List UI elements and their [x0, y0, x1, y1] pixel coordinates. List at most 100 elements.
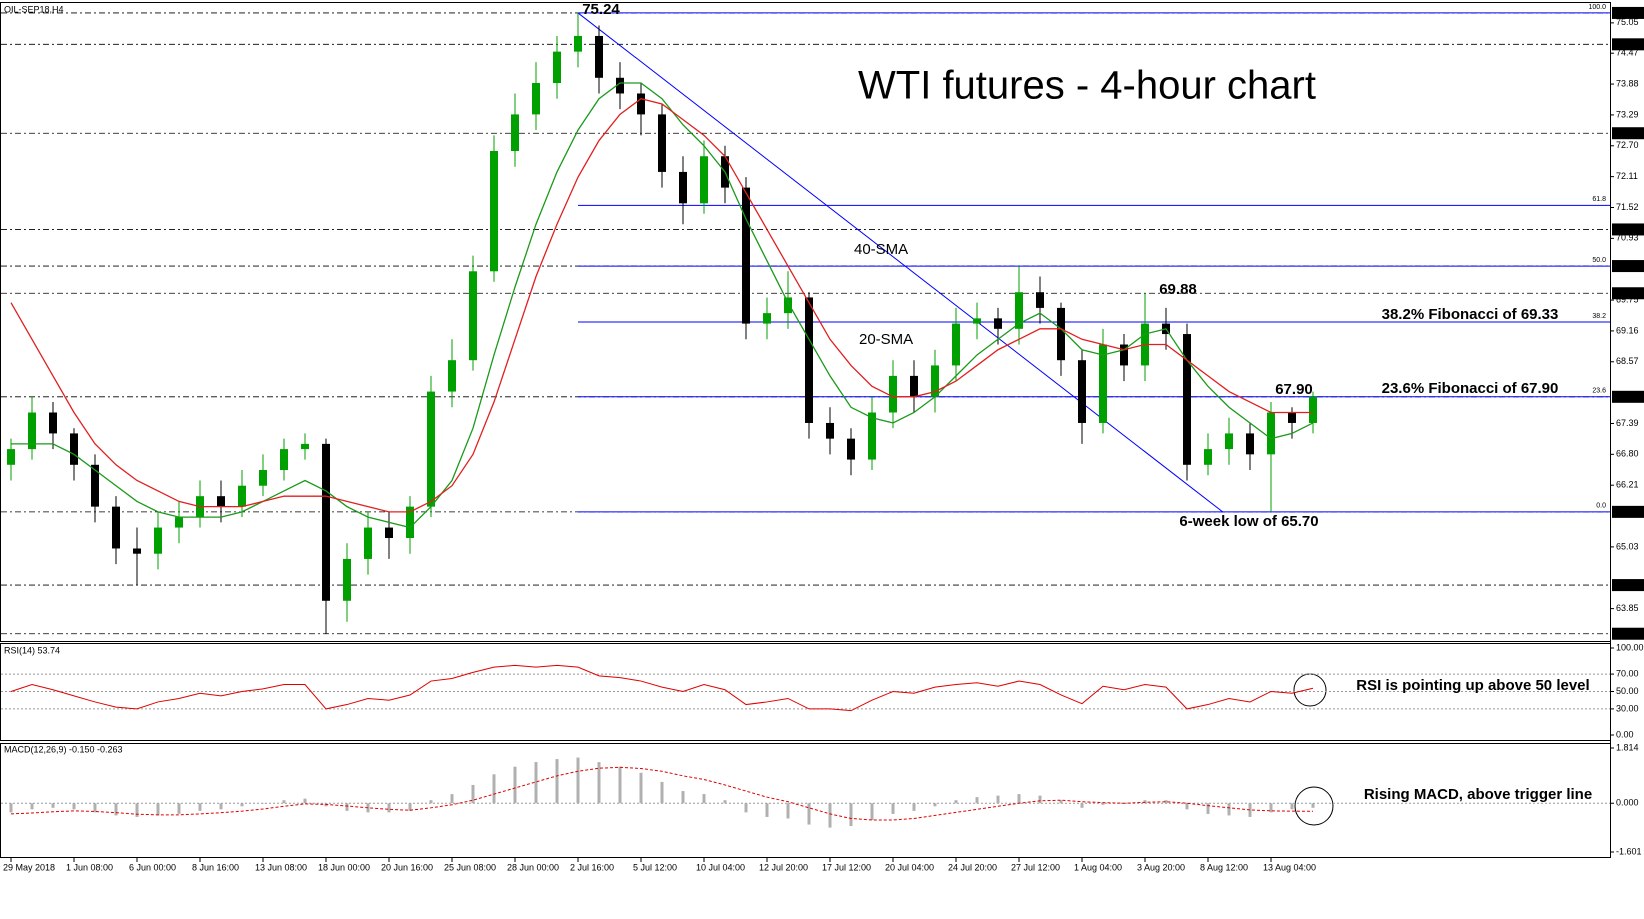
macd-bar [891, 803, 895, 814]
x-tick-label: 13 Aug 04:00 [1263, 862, 1316, 872]
macd-bar [1290, 803, 1294, 810]
macd-bar [1185, 803, 1189, 810]
level-box [1612, 223, 1644, 236]
candle-body [91, 464, 99, 507]
y-tick-label: 73.29 [1616, 109, 1639, 119]
candle-body [994, 318, 1002, 329]
y-tick-label: 66.80 [1616, 449, 1639, 459]
x-tick-label: 10 Jul 04:00 [696, 862, 745, 872]
candle-body [1120, 344, 1128, 366]
y-tick-label: 69.16 [1616, 325, 1639, 335]
macd-bar [786, 803, 790, 819]
x-tick-label: 17 Jul 12:00 [822, 862, 871, 872]
level-label: 75.24 [1615, 7, 1638, 17]
y-tick-label: 69.75 [1616, 294, 1639, 304]
x-tick-label: 8 Jun 16:00 [192, 862, 239, 872]
x-tick-label: 18 Jun 00:00 [318, 862, 370, 872]
macd-bar [849, 803, 853, 827]
macd-bar [387, 803, 391, 813]
macd-bar [240, 803, 244, 807]
fib-label: 50.0 [1592, 257, 1606, 264]
candle-body [406, 506, 414, 539]
fib-label: 23.6 [1592, 388, 1606, 395]
sma-line [10, 98, 1313, 513]
macd-bar [555, 759, 559, 804]
macd-bar [870, 803, 874, 820]
candle-body [385, 527, 393, 539]
candle-body [1309, 396, 1317, 423]
macd-bar [261, 803, 265, 804]
candle-body [742, 187, 750, 324]
macd-bar [1017, 794, 1021, 804]
candle-body [238, 485, 246, 507]
y-tick-label: 68.57 [1616, 356, 1639, 366]
candle-body [616, 77, 624, 94]
series-label: 40-SMA [854, 241, 908, 258]
candle-body [301, 443, 309, 450]
x-tick-label: 1 Jun 08:00 [66, 862, 113, 872]
candle-body [1183, 334, 1191, 465]
y-tick-label: 75.05 [1616, 17, 1639, 27]
macd-bar [1311, 803, 1315, 808]
x-tick-label: 20 Jul 04:00 [885, 862, 934, 872]
candle-body [532, 83, 540, 115]
macd-bar [618, 766, 622, 804]
candle-body [469, 271, 477, 361]
y-tick-label: 72.11 [1616, 171, 1638, 181]
price-annotation: 75.24 [582, 1, 620, 18]
macd-bar [429, 800, 433, 804]
macd-bar [408, 803, 412, 811]
y-tick-label: 100.00 [1616, 642, 1644, 652]
level-label: 69.88 [1615, 288, 1638, 298]
level-label: 65.70 [1615, 506, 1638, 516]
y-tick-label: 70.93 [1616, 233, 1639, 243]
annotation: 23.6% Fibonacci of 67.90 [1382, 380, 1559, 397]
macd-bar [114, 803, 118, 816]
y-tick-label: -1.601 [1616, 846, 1642, 856]
candle-body [1057, 307, 1065, 361]
macd-bar [702, 794, 706, 804]
macd-bar [1059, 800, 1063, 804]
macd-bar [177, 803, 181, 814]
trend-line [577, 12, 1224, 513]
candle-body [7, 449, 15, 465]
candle-body [1225, 433, 1233, 450]
y-tick-label: 66.21 [1616, 480, 1639, 490]
series-label: 20-SMA [859, 331, 913, 348]
candle-body [427, 391, 435, 507]
macd-bar [765, 803, 769, 817]
candle-body [1099, 344, 1107, 423]
candle-body [889, 375, 897, 413]
level-label: 70.40 [1615, 260, 1638, 270]
macd-bar [1080, 803, 1084, 808]
x-tick-label: 8 Aug 12:00 [1200, 862, 1248, 872]
fib-label: 0.0 [1596, 503, 1606, 510]
candle-body [364, 527, 372, 559]
macd-bar [9, 803, 13, 813]
candle-body [910, 375, 918, 397]
macd-bar [723, 800, 727, 804]
level-box [1612, 6, 1644, 19]
macd-bar [1248, 803, 1252, 817]
x-tick-label: 6 Jun 00:00 [129, 862, 176, 872]
macd-bar [471, 784, 475, 804]
macd-bar [975, 797, 979, 804]
level-box [1612, 505, 1644, 518]
signal-line [10, 766, 1314, 821]
x-tick-label: 29 May 2018 [3, 862, 55, 872]
candle-body [700, 156, 708, 204]
macd-bar [198, 803, 202, 811]
macd-bar [996, 795, 1000, 804]
macd-bar [597, 762, 601, 804]
annotation: 38.2% Fibonacci of 69.33 [1382, 306, 1559, 323]
macd-bar [72, 803, 76, 810]
candle-body [931, 365, 939, 397]
level-label: 74.64 [1615, 39, 1638, 49]
candle-body [553, 51, 561, 84]
candle-body [448, 360, 456, 392]
macd-bar [1269, 803, 1273, 813]
macd-bar [681, 791, 685, 804]
macd-bar [513, 766, 517, 804]
price-annotation: 69.88 [1159, 281, 1197, 298]
level-label: 72.94 [1615, 128, 1638, 138]
